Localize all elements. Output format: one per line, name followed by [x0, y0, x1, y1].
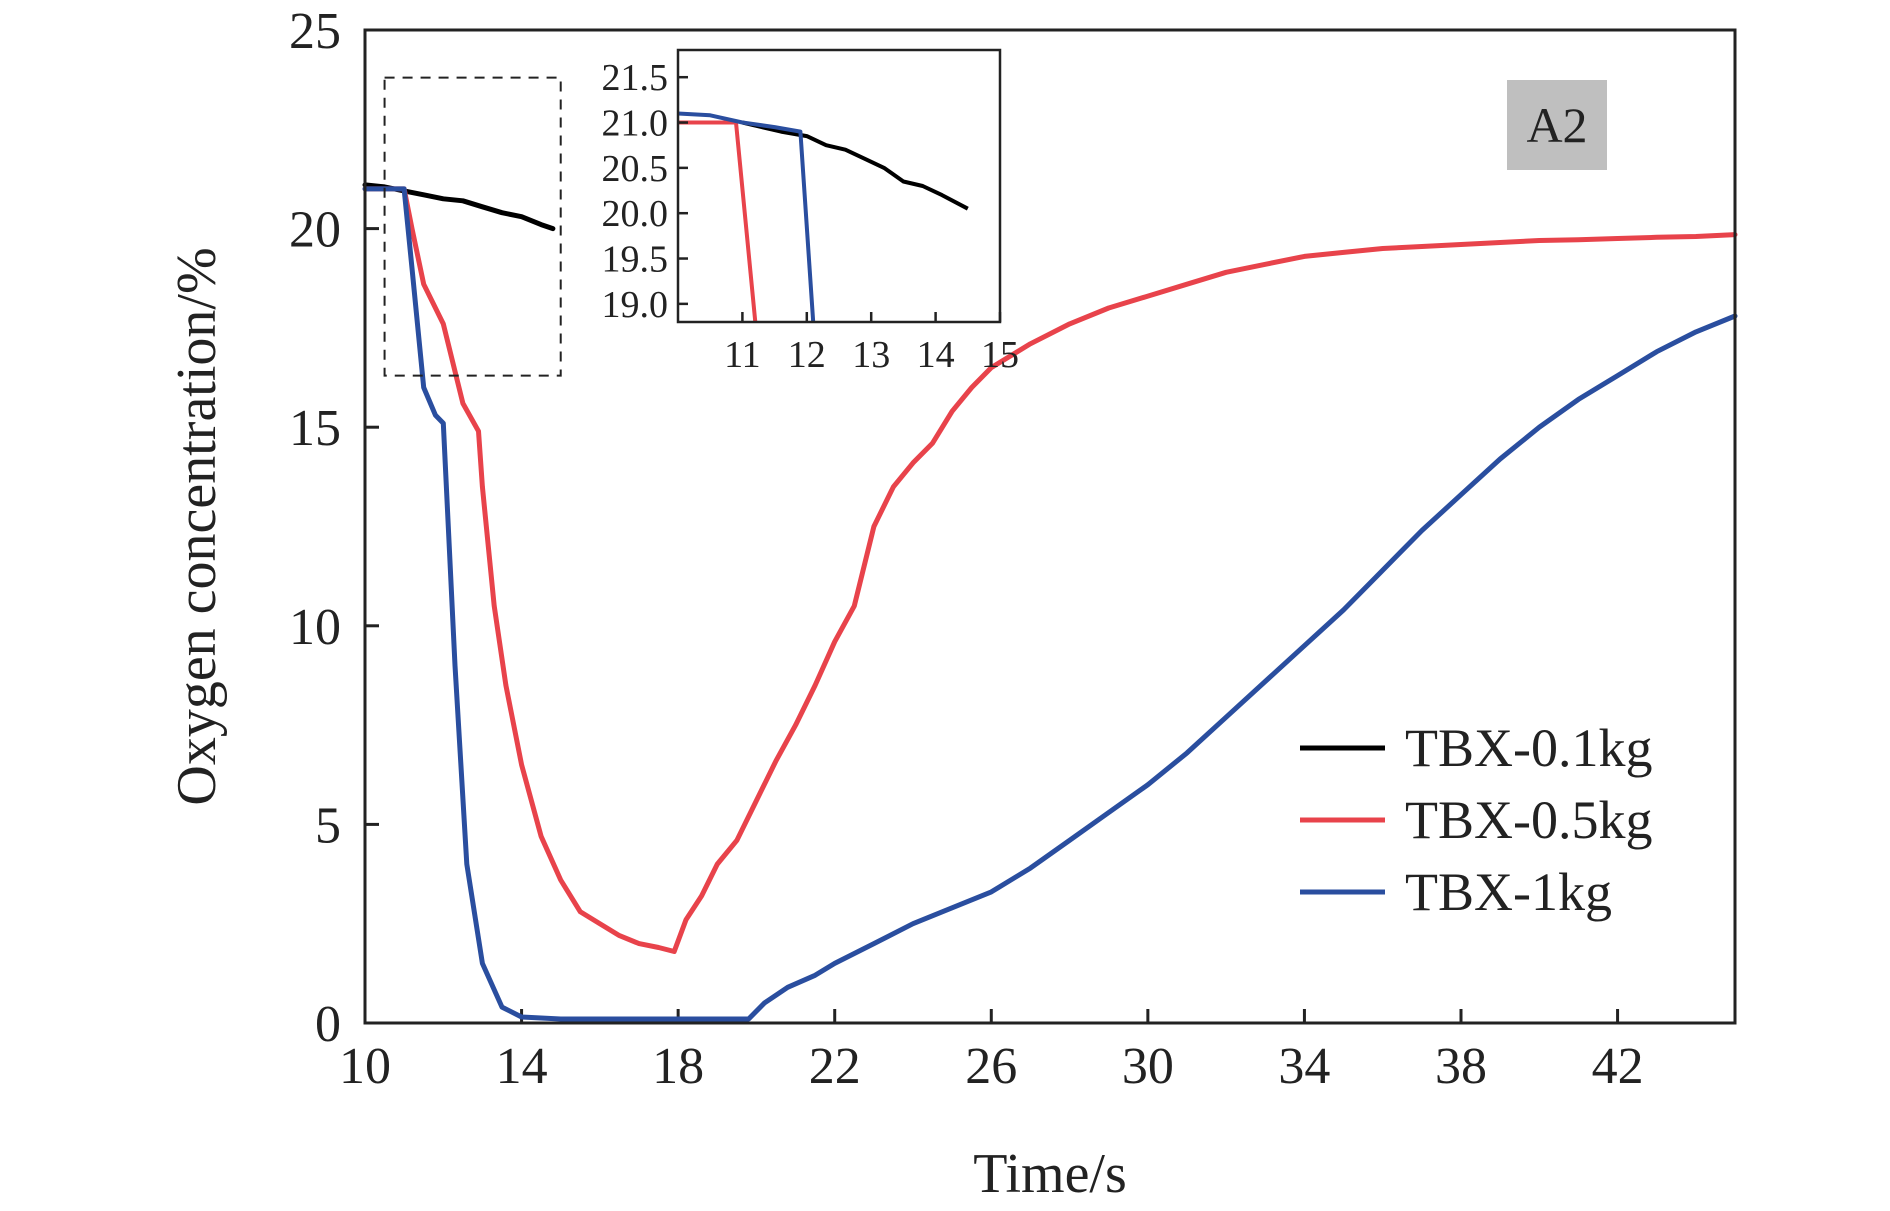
x-tick-label: 14: [496, 1038, 548, 1095]
plot-frame: [363, 28, 1737, 1025]
inset-zoom-region-box: [383, 76, 562, 377]
x-axis-title: Time/s: [973, 1143, 1127, 1205]
y-tick-label: 20: [289, 202, 341, 259]
y-tick-label: 5: [315, 797, 341, 854]
panel-badge-background: [1507, 80, 1607, 170]
panel-badge: A2: [1507, 80, 1607, 170]
inset-series-line-tbx-1kg: [677, 111, 816, 323]
series-line-tbx-1kg: [362, 186, 1738, 1022]
inset-y-tick-label: 21.5: [602, 57, 669, 99]
x-tick-label: 18: [652, 1038, 704, 1095]
inset-x-tick-label: 13: [852, 334, 890, 376]
inset-y-tick-label: 21.0: [602, 103, 669, 145]
x-tick-label: 34: [1278, 1038, 1330, 1095]
main-series-lines: [362, 182, 1738, 1022]
legend: TBX-0.1kg TBX-0.5kg TBX-1kg: [1300, 718, 1652, 922]
y-tick-label: 10: [289, 599, 341, 656]
series-line-tbx-0-1kg: [362, 182, 556, 232]
x-tick-label: 10: [339, 1038, 391, 1095]
y-tick-label: 25: [289, 3, 341, 60]
inset-x-tick-label: 14: [917, 334, 955, 376]
inset-x-tick-label: 15: [981, 334, 1019, 376]
y-tick-label: 15: [289, 400, 341, 457]
legend-label: TBX-1kg: [1405, 862, 1612, 922]
inset-series-line-tbx-0-5kg: [678, 120, 758, 323]
inset-y-tick-label: 20.0: [602, 193, 669, 235]
legend-label: TBX-0.5kg: [1405, 790, 1652, 850]
inset-x-tick-label: 11: [724, 334, 761, 376]
inset-plot: 11 12 13 14 15 19.019.520.020.521.021.5: [602, 48, 1020, 376]
inset-axis-ticks: 11 12 13 14 15 19.019.520.020.521.021.5: [602, 57, 1020, 376]
x-tick-label: 26: [965, 1038, 1017, 1095]
series-line-tbx-0-5kg: [362, 186, 1738, 954]
inset-y-tick-label: 19.0: [602, 284, 669, 326]
panel-badge-label: A2: [1526, 97, 1587, 153]
x-tick-label: 22: [809, 1038, 861, 1095]
legend-label: TBX-0.1kg: [1405, 718, 1652, 778]
inset-y-tick-label: 19.5: [602, 239, 669, 281]
x-tick-label: 30: [1122, 1038, 1174, 1095]
inset-y-tick-label: 20.5: [602, 148, 669, 190]
y-tick-label: 0: [315, 996, 341, 1053]
main-axis-ticks: 10 14 18 22 26 30 34 38 42 0 5 10 15 20 25: [289, 3, 1644, 1095]
x-tick-label: 38: [1435, 1038, 1487, 1095]
x-tick-label: 42: [1592, 1038, 1644, 1095]
inset-x-tick-label: 12: [788, 334, 826, 376]
inset-series-line-tbx-0-1kg: [741, 120, 969, 211]
inset-frame: [676, 48, 1002, 324]
y-axis-title: Oxygen concentration/%: [166, 247, 228, 805]
inset-series-lines: [677, 111, 969, 323]
